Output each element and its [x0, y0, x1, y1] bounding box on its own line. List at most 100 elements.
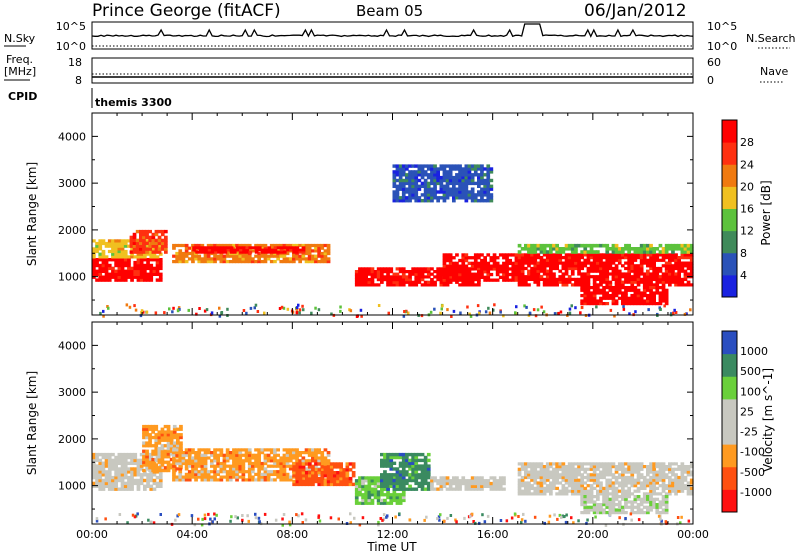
heatmap-cell — [562, 272, 566, 275]
heatmap-cell — [333, 477, 337, 480]
scatter-cell — [298, 311, 301, 314]
heatmap-cell — [402, 170, 406, 173]
heatmap-cell — [424, 170, 428, 173]
heatmap-cell — [216, 448, 220, 451]
heatmap-cell — [593, 262, 597, 265]
heatmap-cell — [111, 459, 115, 462]
y-tick-label: 3000 — [58, 386, 86, 399]
heatmap-cell — [602, 490, 606, 493]
scatter-cell — [246, 514, 249, 517]
heatmap-cell — [324, 465, 328, 468]
heatmap-cell — [118, 459, 122, 462]
heatmap-cell — [226, 459, 230, 462]
heatmap-cell — [543, 247, 547, 251]
heatmap-cell — [270, 465, 274, 468]
heatmap-cell — [499, 476, 503, 479]
heatmap-cell — [140, 261, 144, 264]
nsky-strip: N.Sky 10^5 10^0 10^5 10^0 N.Search — [4, 20, 796, 53]
heatmap-cell — [201, 454, 205, 457]
heatmap-cell — [665, 495, 669, 498]
heatmap-cell — [530, 267, 534, 270]
heatmap-cell — [95, 453, 99, 456]
heatmap-cell — [111, 467, 115, 470]
colorbar-tick-label: 28 — [740, 136, 754, 149]
heatmap-cell — [602, 495, 606, 498]
heatmap-cell — [665, 473, 669, 476]
heatmap-cell — [188, 257, 192, 260]
scatter-cell — [301, 305, 304, 308]
heatmap-cell — [164, 239, 168, 242]
scatter-cell — [339, 310, 342, 313]
heatmap-cell — [527, 283, 531, 286]
heatmap-cell — [562, 250, 566, 254]
heatmap-cell — [427, 167, 431, 170]
heatmap-cell — [292, 462, 296, 465]
heatmap-cell — [149, 276, 153, 279]
heatmap-cell — [148, 239, 152, 242]
heatmap-cell — [562, 256, 566, 259]
heatmap-cell — [292, 468, 296, 471]
heatmap-cell — [646, 495, 650, 498]
heatmap-cell — [593, 500, 597, 503]
heatmap-cell — [159, 473, 163, 476]
heatmap-cell — [480, 167, 484, 170]
heatmap-cell — [140, 258, 144, 261]
y-tick-label: 3000 — [58, 177, 86, 190]
heatmap-cell — [182, 459, 186, 462]
heatmap-cell — [621, 250, 625, 254]
heatmap-cell — [490, 256, 494, 259]
scatter-cell — [634, 310, 637, 313]
heatmap-cell — [602, 286, 606, 289]
scatter-cell — [146, 311, 149, 314]
scatter-cell — [441, 307, 444, 310]
heatmap-cell — [490, 273, 494, 276]
scatter-cell — [147, 519, 150, 522]
heatmap-cell — [540, 462, 544, 465]
heatmap-cell — [480, 170, 484, 173]
colorbar-segment — [722, 489, 737, 512]
heatmap-cell — [655, 247, 659, 251]
heatmap-cell — [121, 267, 125, 270]
heatmap-cell — [521, 247, 525, 251]
heatmap-cell — [156, 258, 160, 261]
heatmap-cell — [143, 258, 147, 261]
heatmap-cell — [146, 276, 150, 279]
heatmap-cell — [121, 273, 125, 276]
heatmap-cell — [490, 279, 494, 282]
heatmap-cell — [314, 448, 318, 451]
scatter-cell — [455, 520, 458, 523]
heatmap-cell — [605, 302, 609, 305]
heatmap-cell — [634, 495, 638, 498]
heatmap-cell — [118, 239, 122, 242]
colorbar-segment — [722, 354, 737, 377]
heatmap-cell — [540, 262, 544, 265]
heatmap-cell — [652, 250, 656, 254]
heatmap-cell — [396, 499, 400, 502]
heatmap-cell — [105, 258, 109, 261]
heatmap-cell — [615, 247, 619, 251]
heatmap-cell — [436, 179, 440, 182]
heatmap-cell — [108, 482, 112, 485]
scatter-cell — [288, 521, 291, 524]
heatmap-cell — [92, 485, 96, 488]
heatmap-cell — [677, 256, 681, 259]
scatter-cell — [403, 310, 406, 313]
heatmap-cell — [314, 244, 318, 247]
heatmap-cell — [136, 245, 140, 248]
scatter-cell — [557, 312, 560, 315]
scatter-cell — [204, 514, 207, 517]
heatmap-cell — [207, 478, 211, 481]
heatmap-cell — [615, 299, 619, 302]
heatmap-cell — [95, 273, 99, 276]
heatmap-cell — [634, 481, 638, 484]
heatmap-cell — [130, 470, 134, 473]
heatmap-cell — [98, 278, 102, 281]
heatmap-cell — [649, 244, 653, 248]
heatmap-cell — [182, 476, 186, 479]
heatmap-cell — [480, 253, 484, 256]
heatmap-cell — [124, 462, 128, 465]
heatmap-cell — [646, 270, 650, 273]
scatter-cell — [514, 311, 517, 314]
heatmap-cell — [346, 465, 350, 468]
heatmap-cell — [624, 511, 628, 514]
